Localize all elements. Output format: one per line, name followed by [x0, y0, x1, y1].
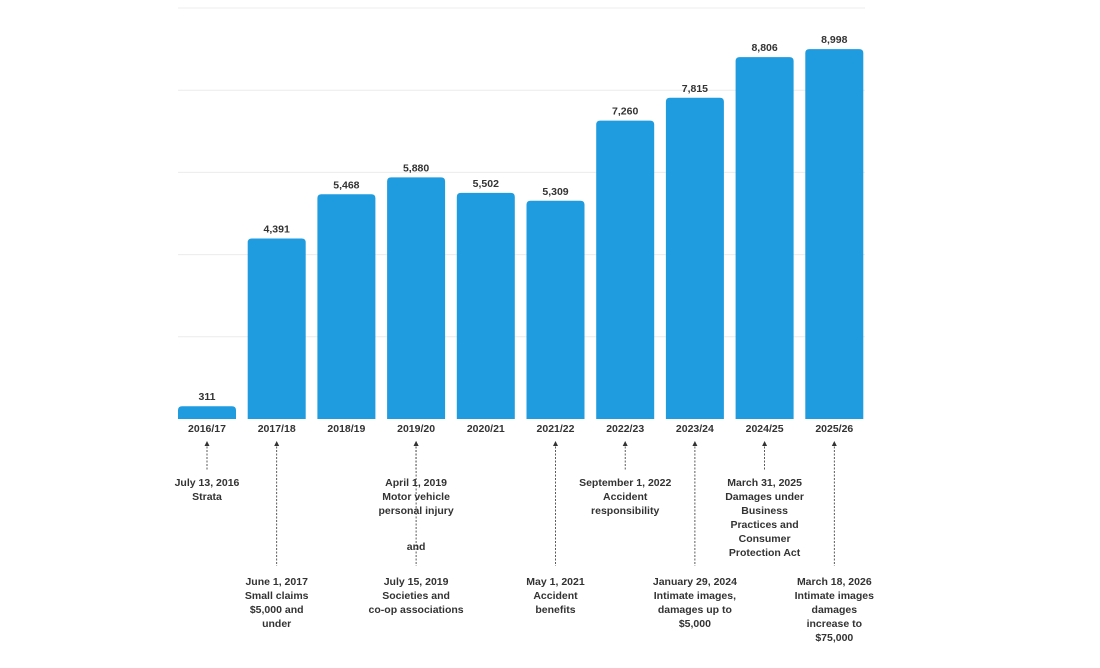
x-tick-label: 2023/24	[676, 423, 714, 435]
milestone-annotation: and	[406, 541, 426, 553]
milestone-annotation: March 18, 2026 Intimate images damages i…	[794, 576, 874, 644]
bar-2022-23	[596, 120, 655, 419]
annotation-arrow	[413, 441, 419, 566]
annotation-arrow	[274, 441, 280, 566]
x-axis-ticks: 2016/17 2017/18 2018/19 2019/20 2020/21 2021/…	[188, 423, 853, 435]
annotation-arrow	[762, 441, 768, 470]
annotation-arrow	[204, 441, 210, 470]
milestone-annotation: September 1, 2022 Accident responsibilit…	[579, 477, 672, 517]
milestone-annotation: January 29, 2024 Intimate images, damage…	[652, 576, 737, 630]
x-tick-label: 2019/20	[397, 423, 435, 435]
value-label: 5,502	[473, 178, 499, 190]
x-tick-label: 2020/21	[467, 423, 505, 435]
annotation-arrow	[831, 441, 837, 566]
bar-2018-19	[317, 194, 376, 419]
annotation-arrow	[553, 441, 558, 566]
bar-2024-25	[735, 57, 794, 420]
x-tick-label: 2017/18	[258, 423, 296, 435]
milestone-annotation: July 13, 2016 Strata	[174, 477, 240, 503]
bar-2019-20	[387, 177, 446, 419]
bar-2023-24	[665, 97, 724, 419]
value-label: 8,998	[821, 34, 847, 46]
milestone-annotation: June 1, 2017 Small claims $5,000 and und…	[244, 576, 309, 630]
milestone-annotation: March 31, 2025 Damages under Business Pr…	[725, 477, 804, 559]
annotation-arrow	[692, 441, 698, 566]
value-label: 7,260	[612, 106, 638, 118]
bar-2021-22	[526, 200, 585, 419]
value-label: 5,309	[542, 186, 568, 198]
value-label: 7,815	[682, 83, 708, 95]
x-tick-label: 2025/26	[815, 423, 853, 435]
value-label: 5,880	[403, 162, 429, 174]
value-label: 4,391	[264, 224, 290, 236]
x-tick-label: 2022/23	[606, 423, 644, 435]
bar-2016-17	[178, 406, 236, 419]
bars	[178, 49, 864, 420]
value-label: 311	[199, 391, 216, 403]
bar-2025-26	[805, 49, 864, 420]
value-label: 8,806	[751, 42, 777, 54]
x-tick-label: 2018/19	[327, 423, 365, 435]
x-tick-label: 2024/25	[746, 423, 784, 435]
annotation-arrow	[622, 441, 628, 470]
x-tick-label: 2021/22	[537, 423, 575, 435]
bar-2017-18	[247, 238, 306, 419]
milestone-annotation: April 1, 2019 Motor vehicle personal inj…	[378, 477, 454, 517]
bar-2020-21	[456, 192, 515, 419]
annotation-arrows	[204, 441, 837, 566]
value-labels: 311 4,391 5,468 5,880 5,502 5,309 7,260 7,815 8,…	[199, 34, 848, 403]
milestone-annotation: July 15, 2019 Societies and co-op associ…	[368, 576, 464, 616]
value-label: 5,468	[333, 179, 359, 191]
x-tick-label: 2016/17	[188, 423, 226, 435]
milestone-annotation: May 1, 2021 Accident benefits	[526, 576, 585, 616]
